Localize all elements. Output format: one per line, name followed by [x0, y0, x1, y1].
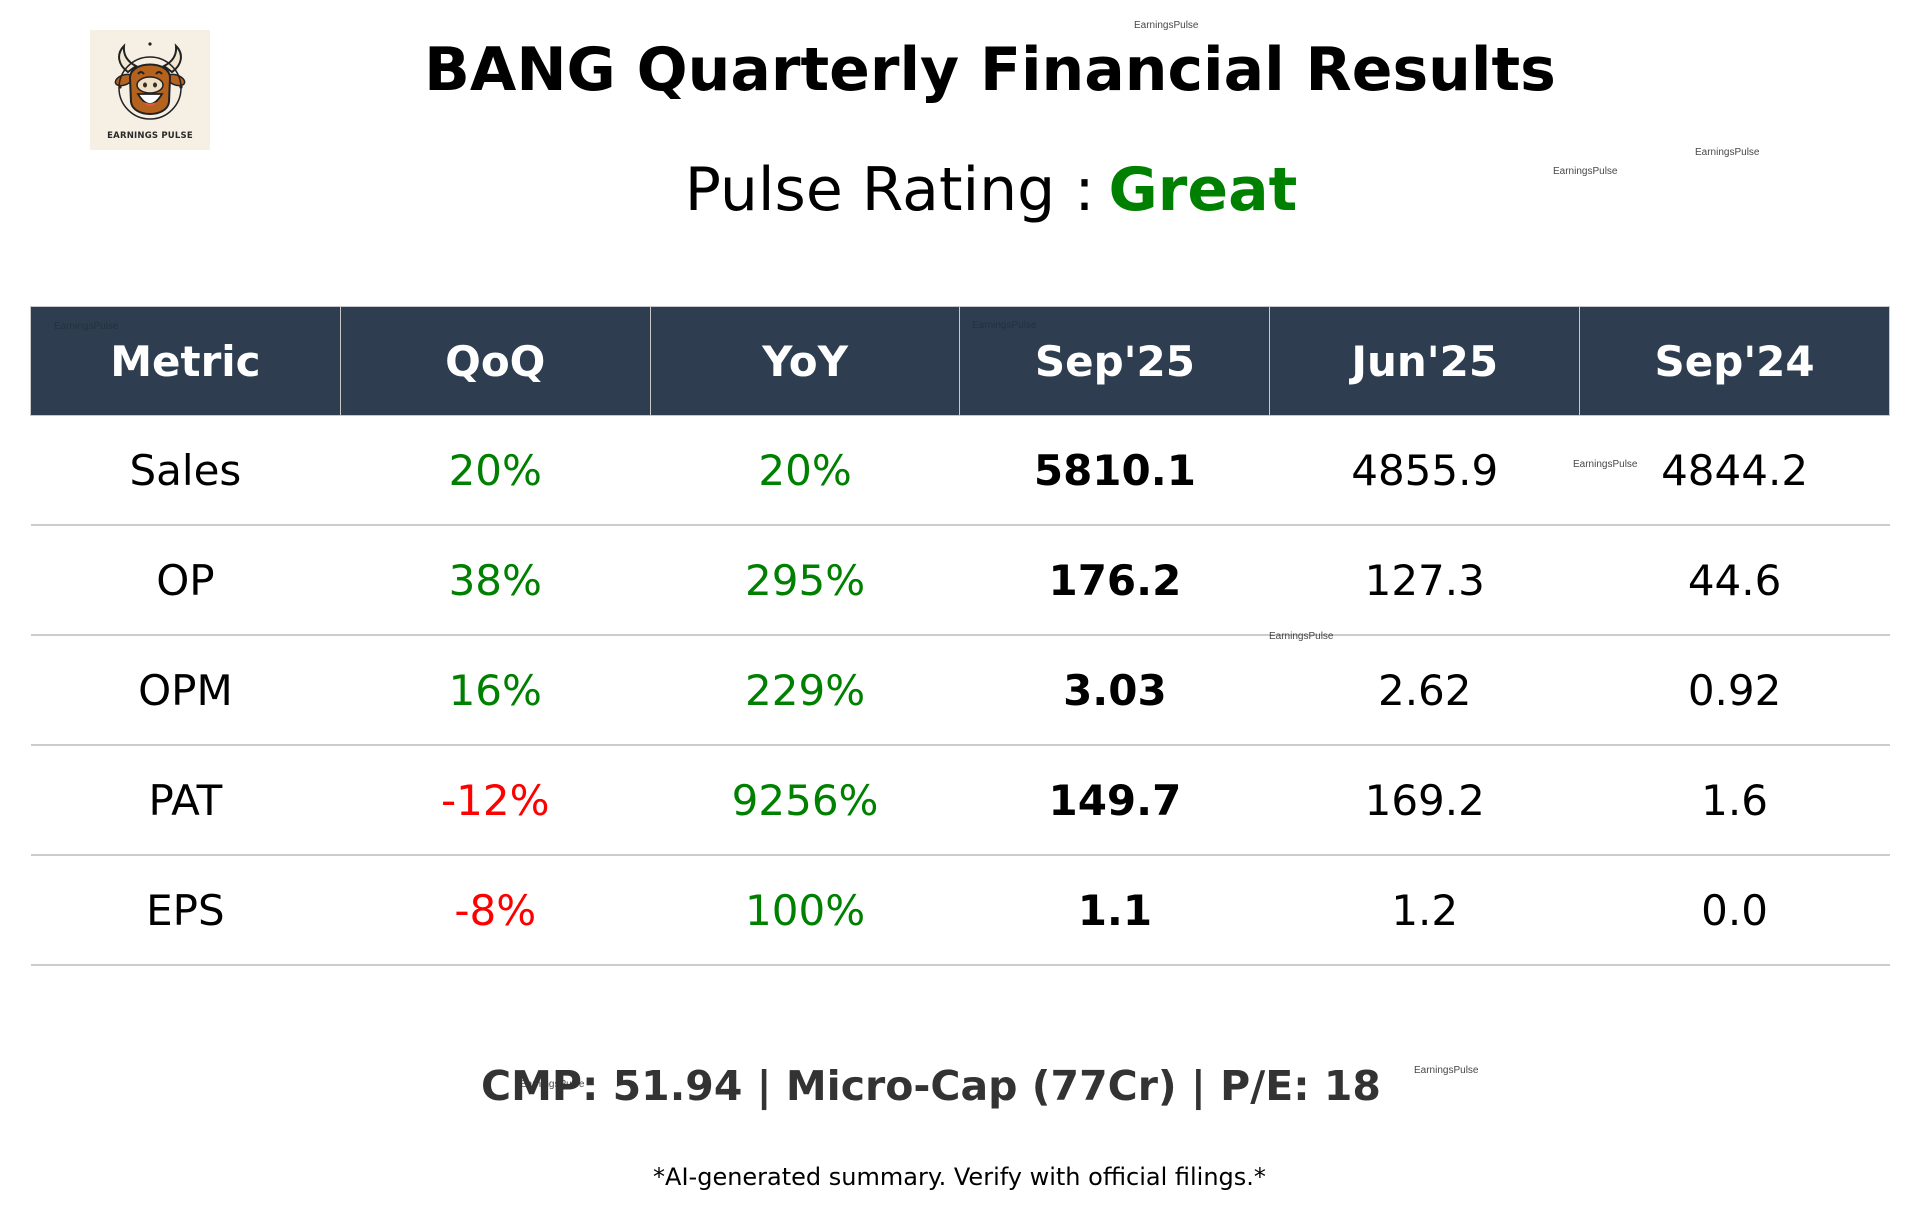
qoq-cell: -8%: [340, 855, 651, 966]
column-header-sep24: Sep'24: [1579, 306, 1890, 416]
table-header-row: Metric QoQ YoY Sep'25 Jun'25 Sep'24: [30, 306, 1890, 416]
table-row: PAT -12% 9256% 149.7 169.2 1.6: [30, 745, 1890, 856]
sep24-cell: 44.6: [1579, 525, 1890, 636]
market-summary: CMP: 51.94 | Micro-Cap (77Cr) | P/E: 18: [481, 1062, 1381, 1110]
qoq-cell: 38%: [340, 525, 651, 636]
yoy-cell: 229%: [650, 635, 960, 746]
column-header-sep25: Sep'25: [959, 306, 1271, 416]
yoy-cell: 9256%: [650, 745, 960, 856]
metric-cell: OPM: [30, 635, 341, 746]
table-row: OPM 16% 229% 3.03 2.62 0.92: [30, 635, 1890, 746]
column-header-qoq: QoQ: [339, 306, 651, 416]
table-row: Sales 20% 20% 5810.1 4855.9 4844.2: [30, 415, 1890, 526]
sep24-cell: 0.92: [1579, 635, 1890, 746]
sep25-cell: 149.7: [959, 745, 1270, 856]
rating-value: Great: [1108, 155, 1298, 225]
sep25-cell: 5810.1: [959, 415, 1270, 526]
table-row: OP 38% 295% 176.2 127.3 44.6: [30, 525, 1890, 636]
metric-cell: OP: [30, 525, 341, 636]
jun25-cell: 4855.9: [1269, 415, 1580, 526]
column-header-jun25: Jun'25: [1269, 306, 1581, 416]
metric-cell: EPS: [30, 855, 341, 966]
qoq-cell: -12%: [340, 745, 651, 856]
metric-cell: Sales: [30, 415, 341, 526]
page-title: BANG Quarterly Financial Results: [424, 35, 1556, 105]
jun25-cell: 127.3: [1269, 525, 1580, 636]
sep25-cell: 1.1: [959, 855, 1270, 966]
column-header-yoy: YoY: [649, 306, 961, 416]
sep25-cell: 176.2: [959, 525, 1270, 636]
jun25-cell: 2.62: [1269, 635, 1580, 746]
sep25-cell: 3.03: [959, 635, 1270, 746]
table-row: EPS -8% 100% 1.1 1.2 0.0: [30, 855, 1890, 966]
sep24-cell: 1.6: [1579, 745, 1890, 856]
jun25-cell: 1.2: [1269, 855, 1580, 966]
qoq-cell: 16%: [340, 635, 651, 746]
yoy-cell: 100%: [650, 855, 960, 966]
qoq-cell: 20%: [340, 415, 651, 526]
disclaimer: *AI-generated summary. Verify with offic…: [653, 1163, 1266, 1191]
results-table: Metric QoQ YoY Sep'25 Jun'25 Sep'24 Sale…: [30, 306, 1890, 966]
metric-cell: PAT: [30, 745, 341, 856]
sep24-cell: 4844.2: [1579, 415, 1890, 526]
rating-label: Pulse Rating :: [684, 155, 1095, 225]
yoy-cell: 20%: [650, 415, 960, 526]
pulse-rating: Pulse Rating : Great: [0, 150, 1919, 230]
bull-mascot-icon: [114, 42, 186, 120]
earnings-pulse-logo: EARNINGS PULSE: [90, 30, 210, 150]
jun25-cell: 169.2: [1269, 745, 1580, 856]
column-header-metric: Metric: [30, 306, 341, 416]
sep24-cell: 0.0: [1579, 855, 1890, 966]
logo-text: EARNINGS PULSE: [107, 131, 193, 141]
yoy-cell: 295%: [650, 525, 960, 636]
